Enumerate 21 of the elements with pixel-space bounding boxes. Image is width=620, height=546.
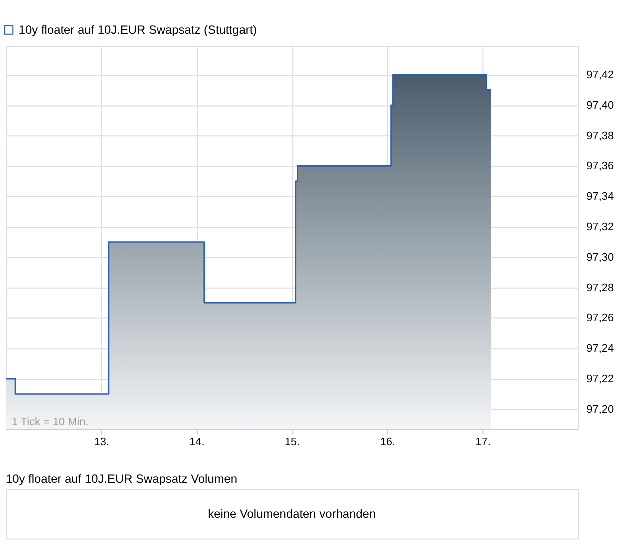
annotation: 1 Tick = 10 Min. [12,416,89,428]
legend-label: 10y floater auf 10J.EUR Swapsatz (Stuttgart) [18,23,258,38]
y-tick-label: 97,38 [586,130,614,142]
y-tick-label: 97,34 [586,191,614,204]
x-tick-label: 14. [190,436,205,449]
y-tick-label: 97,40 [586,100,614,112]
y-tick-label: 97,30 [586,252,614,264]
y-tick-label: 97,24 [586,343,614,356]
x-tick-label: 15. [284,436,300,449]
text: 10y floater auf 10J.EUR Swapsatz Volumen [6,472,238,486]
y-tick-label: 97,20 [586,404,614,416]
y-tick-label: 97,26 [586,312,614,325]
y-tick-label: 97,36 [586,160,614,173]
x-tick-label: 16. [380,436,396,449]
y-tick-label: 97,22 [586,374,614,386]
x-tick-label: 17. [476,436,491,449]
y-tick-label: 97,42 [586,69,614,82]
y-tick-label: 97,32 [586,222,614,234]
y-tick-label: 97,28 [586,282,614,294]
text: keine Volumendaten vorhanden [208,506,376,521]
x-tick-label: 13. [94,436,110,449]
